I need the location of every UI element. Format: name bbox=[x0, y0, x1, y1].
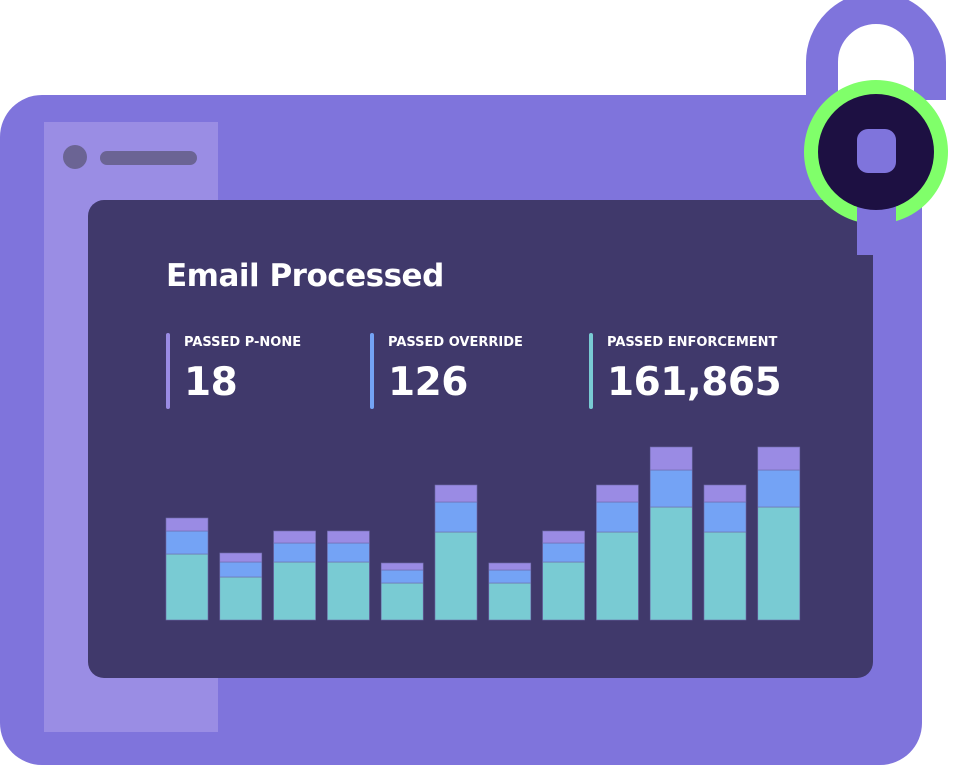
bar-segment-1 bbox=[649, 506, 693, 621]
lock-shackle bbox=[806, 0, 946, 100]
bar-segment-1 bbox=[434, 531, 478, 621]
bar-segment-2 bbox=[703, 501, 747, 533]
stat-label: PASSED ENFORCEMENT bbox=[607, 335, 778, 350]
bar-segment-3 bbox=[596, 484, 639, 503]
bar-segment-1 bbox=[273, 561, 316, 621]
stat-color-bar bbox=[589, 333, 593, 409]
bar-segment-3 bbox=[649, 446, 693, 471]
bar-segment-3 bbox=[273, 530, 316, 544]
stat-color-bar bbox=[370, 333, 374, 409]
sidebar-title-placeholder bbox=[100, 151, 197, 165]
lock-keyhole bbox=[857, 129, 896, 173]
stat-passed-p-none: PASSED P-NONE 18 bbox=[166, 333, 301, 409]
bar-segment-1 bbox=[165, 553, 209, 621]
bar-segment-1 bbox=[596, 531, 639, 621]
stat-value: 18 bbox=[184, 360, 238, 405]
bar-segment-1 bbox=[757, 506, 801, 621]
bar-segment-3 bbox=[488, 562, 532, 571]
stat-passed-override: PASSED OVERRIDE 126 bbox=[370, 333, 523, 409]
bar-segment-3 bbox=[703, 484, 747, 503]
card-title: Email Processed bbox=[166, 258, 444, 294]
stat-label: PASSED OVERRIDE bbox=[388, 335, 523, 350]
bar-segment-3 bbox=[434, 484, 478, 503]
bar-segment-1 bbox=[380, 582, 424, 621]
bar-segment-3 bbox=[542, 530, 585, 544]
bar-segment-1 bbox=[542, 561, 585, 621]
bar-segment-2 bbox=[757, 469, 801, 508]
stat-label: PASSED P-NONE bbox=[184, 335, 302, 350]
stat-passed-enforcement: PASSED ENFORCEMENT 161,865 bbox=[589, 333, 782, 409]
bar-segment-2 bbox=[596, 501, 639, 533]
stat-value: 161,865 bbox=[607, 360, 782, 405]
avatar-dot bbox=[63, 145, 87, 169]
stat-color-bar bbox=[166, 333, 170, 409]
stat-value: 126 bbox=[388, 360, 468, 405]
bar-segment-3 bbox=[380, 562, 424, 571]
bar-segment-3 bbox=[757, 446, 801, 471]
bar-segment-3 bbox=[219, 552, 263, 563]
bar-segment-1 bbox=[703, 531, 747, 621]
bar-segment-3 bbox=[327, 530, 370, 544]
bar-segment-1 bbox=[327, 561, 370, 621]
bar-segment-1 bbox=[488, 582, 532, 621]
bar-segment-3 bbox=[165, 517, 209, 532]
bar-segment-2 bbox=[434, 501, 478, 533]
